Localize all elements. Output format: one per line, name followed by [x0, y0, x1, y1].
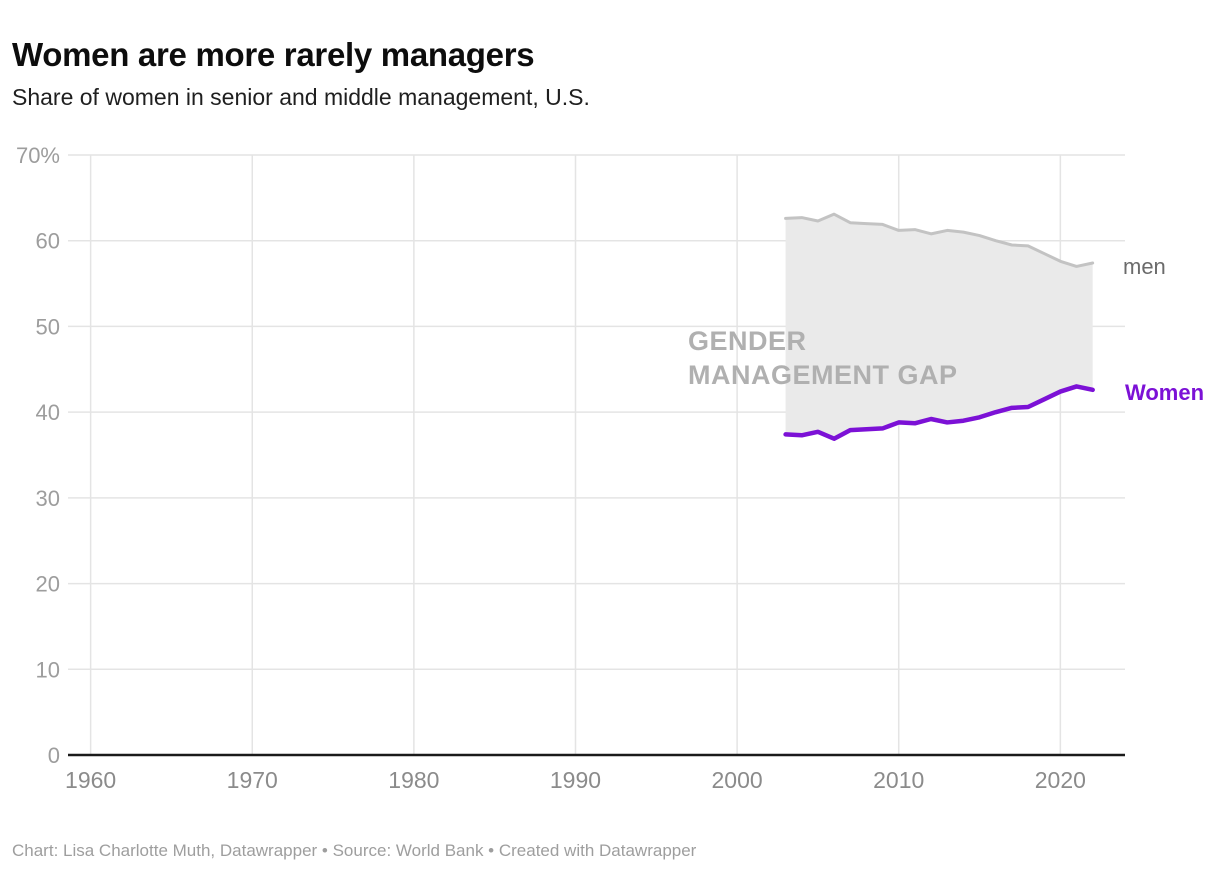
y-axis-tick-label: 20: [36, 572, 60, 597]
x-axis-tick-label: 1990: [550, 767, 601, 793]
chart-subtitle: Share of women in senior and middle mana…: [12, 84, 590, 110]
chart-footer: Chart: Lisa Charlotte Muth, Datawrapper …: [12, 841, 697, 860]
y-axis-tick-label: 40: [36, 400, 60, 425]
gap-area: [785, 214, 1093, 439]
women-series-label: Women: [1125, 380, 1204, 405]
y-axis-tick-label: 10: [36, 657, 60, 682]
chart-title: Women are more rarely managers: [12, 36, 535, 74]
y-axis-tick-label: 50: [36, 314, 60, 339]
y-axis-tick-label: 60: [36, 229, 60, 254]
y-axis-tick-label: 70%: [16, 143, 60, 168]
axis-tick-labels: 0 10 20 30 40 50 60 70% 1960 1970 1980 1990 2000 2010…: [16, 143, 1086, 793]
x-axis-tick-label: 2010: [873, 767, 924, 793]
y-axis-tick-label: 30: [36, 486, 60, 511]
series-lines: [783, 212, 1095, 441]
x-axis-tick-label: 1980: [388, 767, 439, 793]
men-line: [784, 212, 1095, 268]
men-series-label: men: [1123, 254, 1166, 279]
gap-annotation-line2: MANAGEMENT GAP: [688, 360, 958, 390]
x-axis-tick-label: 1960: [65, 767, 116, 793]
women-line: [783, 384, 1095, 441]
gender-gap-band: [785, 214, 1093, 439]
x-axis-tick-label: 2020: [1035, 767, 1086, 793]
y-axis-tick-label: 0: [48, 743, 60, 768]
gap-annotation-line1: GENDER: [688, 326, 807, 356]
x-axis-tick-label: 2000: [712, 767, 763, 793]
x-axis-tick-label: 1970: [227, 767, 278, 793]
